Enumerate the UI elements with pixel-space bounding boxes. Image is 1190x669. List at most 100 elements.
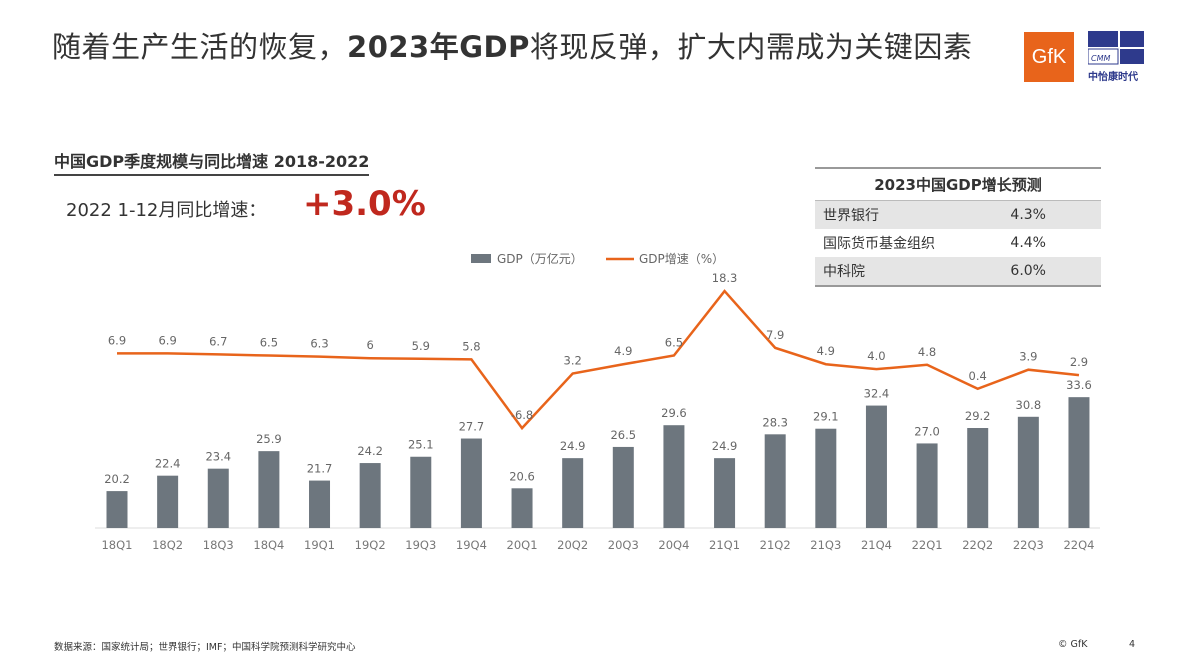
bar xyxy=(1068,397,1090,528)
line-label: 6.9 xyxy=(108,333,126,347)
line-label: 6 xyxy=(366,338,373,352)
forecast-table: 2023中国GDP增长预测 世界银行 4.3% 国际货币基金组织 4.4% 中科院 6… xyxy=(815,167,1101,287)
x-tick-label: 21Q4 xyxy=(861,538,892,552)
copyright: © GfK xyxy=(1058,639,1088,650)
x-tick-label: 20Q2 xyxy=(557,538,588,552)
bar-label: 22.4 xyxy=(155,457,181,471)
x-tick-label: 18Q1 xyxy=(101,538,132,552)
x-tick-label: 20Q4 xyxy=(658,538,689,552)
bar xyxy=(359,463,381,528)
x-tick-label: 19Q4 xyxy=(456,538,487,552)
table-row: 国际货币基金组织 4.4% xyxy=(815,229,1101,257)
forecast-title: 2023中国GDP增长预测 xyxy=(815,167,1101,201)
bar xyxy=(764,434,786,528)
cmm-text: CMM xyxy=(1091,54,1110,63)
bar-label: 24.9 xyxy=(560,439,586,453)
x-tick-label: 18Q2 xyxy=(152,538,183,552)
growth-line xyxy=(117,289,1080,431)
page-number: 4 xyxy=(1129,639,1136,650)
line-label: 6.5 xyxy=(665,336,683,350)
bar xyxy=(511,488,533,528)
bar-label: 30.8 xyxy=(1016,398,1042,412)
line-label: 4.9 xyxy=(817,344,835,358)
bar xyxy=(106,491,128,528)
line-label: 4.9 xyxy=(614,344,632,358)
title-part: 将现反弹，扩大内需成为关键因素 xyxy=(529,30,973,64)
bar-label: 33.6 xyxy=(1066,378,1092,392)
line-label: -6.8 xyxy=(511,408,533,422)
bar xyxy=(916,443,938,528)
title-part: 随着生产生活的恢复， xyxy=(52,30,348,64)
table-row: 中科院 6.0% xyxy=(815,257,1101,287)
x-tick-label: 21Q2 xyxy=(760,538,791,552)
line-label: 7.9 xyxy=(766,328,784,342)
line-label: 5.8 xyxy=(462,339,480,353)
legend-line-label: GDP增速（%） xyxy=(639,252,724,266)
bar xyxy=(157,475,179,528)
value: 6.0% xyxy=(976,257,1101,287)
bar xyxy=(460,438,482,528)
bar-label: 29.6 xyxy=(661,406,687,420)
x-tick-label: 21Q3 xyxy=(810,538,841,552)
bar-label: 20.2 xyxy=(104,472,130,486)
title-bold: 2023年GDP xyxy=(347,30,530,64)
line-label: 6.7 xyxy=(209,334,227,348)
org: 世界银行 xyxy=(815,200,977,229)
bar xyxy=(207,468,229,528)
bar xyxy=(663,425,685,528)
x-tick-label: 19Q2 xyxy=(355,538,386,552)
bar xyxy=(967,428,989,528)
bar-label: 21.7 xyxy=(307,462,333,476)
line-label: 3.2 xyxy=(564,354,582,368)
page-title: 随着生产生活的恢复，2023年GDP将现反弹，扩大内需成为关键因素 xyxy=(52,24,972,66)
cmm-cn: 中怡康时代 xyxy=(1088,72,1138,83)
legend-bar-swatch xyxy=(471,254,491,263)
org: 国际货币基金组织 xyxy=(823,236,935,252)
line-label: 3.9 xyxy=(1019,350,1037,364)
value: 4.4% xyxy=(1010,235,1046,251)
bar-label: 24.2 xyxy=(357,444,383,458)
bar-label: 28.3 xyxy=(762,415,788,429)
source-note: 数据来源：国家统计局；世界银行；IMF；中国科学院预测科学研究中心 xyxy=(54,642,356,653)
x-tick-label: 19Q3 xyxy=(405,538,436,552)
line-label: 6.5 xyxy=(260,336,278,350)
table-row: 世界银行 4.3% xyxy=(815,200,1101,229)
gfk-logo: GfK xyxy=(1024,32,1074,82)
bar xyxy=(410,456,432,528)
x-tick-label: 19Q1 xyxy=(304,538,335,552)
bar xyxy=(309,480,331,528)
x-tick-label: 22Q4 xyxy=(1063,538,1094,552)
x-tick-label: 18Q4 xyxy=(253,538,284,552)
x-tick-label: 22Q2 xyxy=(962,538,993,552)
x-tick-label: 20Q3 xyxy=(608,538,639,552)
x-tick-label: 22Q3 xyxy=(1013,538,1044,552)
bar xyxy=(865,405,887,528)
line-label: 4.0 xyxy=(867,349,885,363)
bar-label: 23.4 xyxy=(205,450,231,464)
x-tick-label: 18Q3 xyxy=(203,538,234,552)
bar xyxy=(562,458,584,528)
ytd-value: +3.0% xyxy=(303,184,426,224)
chart-title: 中国GDP季度规模与同比增速 2018-2022 xyxy=(54,148,370,176)
line-label: 6.9 xyxy=(158,333,176,347)
bar xyxy=(258,451,280,528)
bar-label: 24.9 xyxy=(712,439,738,453)
bar xyxy=(815,428,837,528)
line-label: 18.3 xyxy=(712,271,738,285)
bar-label: 25.9 xyxy=(256,432,282,446)
line-label: 2.9 xyxy=(1070,355,1088,369)
bar-label: 29.1 xyxy=(813,410,839,424)
cmm-logo: CMM xyxy=(1088,31,1144,65)
bar-label: 29.2 xyxy=(965,409,991,423)
bar-label: 32.4 xyxy=(864,387,890,401)
bar xyxy=(714,458,736,528)
bar xyxy=(612,446,634,528)
value: 4.3% xyxy=(976,200,1101,229)
x-tick-label: 21Q1 xyxy=(709,538,740,552)
bar-label: 25.1 xyxy=(408,438,434,452)
line-label: 4.8 xyxy=(918,345,936,359)
bar-label: 26.5 xyxy=(610,428,636,442)
line-label: 6.3 xyxy=(310,337,328,351)
legend-bar-label: GDP（万亿元） xyxy=(497,251,583,266)
